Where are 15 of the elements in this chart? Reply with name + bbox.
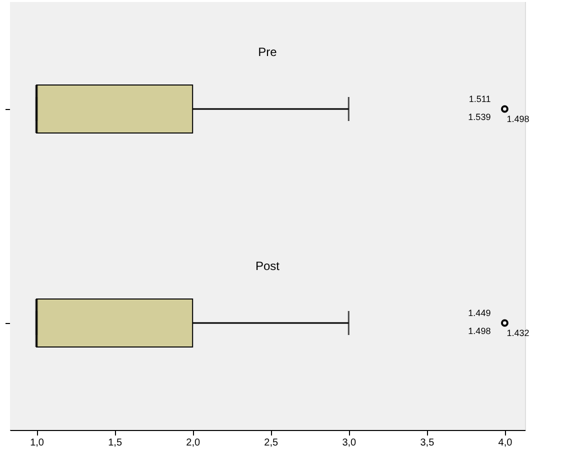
x-tick-label: 3,0 <box>342 438 357 448</box>
annotation: 1.539 <box>468 112 491 122</box>
annotation: 1.498 <box>506 114 530 124</box>
x-tick-label: 3,5 <box>420 438 435 448</box>
y-tick-label: Pre <box>258 45 278 59</box>
y-tick-label: Post <box>255 259 280 273</box>
x-tick-label: 1,0 <box>30 438 44 448</box>
x-tick-label: 2,0 <box>186 438 200 448</box>
x-tick-label: 2,5 <box>264 438 279 448</box>
x-tick-label: 1,5 <box>108 438 122 448</box>
annotation: 1.432 <box>506 328 530 338</box>
annotation: 1.511 <box>468 94 491 104</box>
x-tick-label: 4,0 <box>498 438 513 448</box>
annotation: 1.449 <box>468 308 491 318</box>
annotation: 1.498 <box>468 326 491 336</box>
